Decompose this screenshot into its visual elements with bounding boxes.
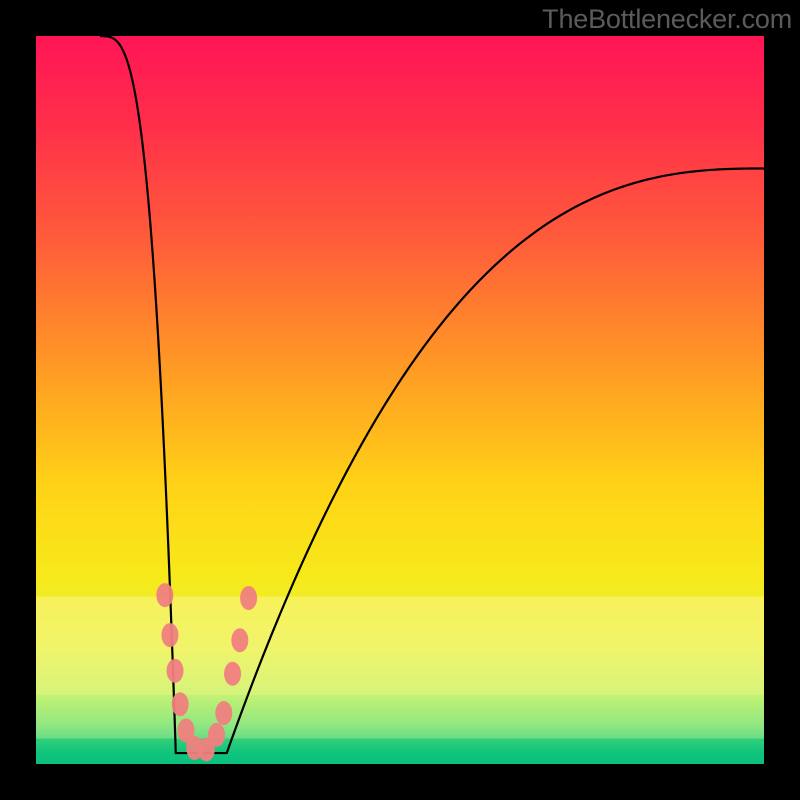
data-point xyxy=(215,701,232,725)
data-point xyxy=(240,586,257,610)
data-point xyxy=(231,628,248,652)
watermark-text: TheBottlenecker.com xyxy=(542,4,792,35)
data-point xyxy=(208,723,225,747)
data-point xyxy=(161,623,178,647)
pale-band xyxy=(36,597,764,695)
pale-band-2 xyxy=(36,695,764,739)
data-point xyxy=(224,662,241,686)
chart-root: TheBottlenecker.com xyxy=(0,0,800,800)
data-point xyxy=(172,692,189,716)
chart-svg xyxy=(0,0,800,800)
data-point xyxy=(167,659,184,683)
data-point xyxy=(156,583,173,607)
